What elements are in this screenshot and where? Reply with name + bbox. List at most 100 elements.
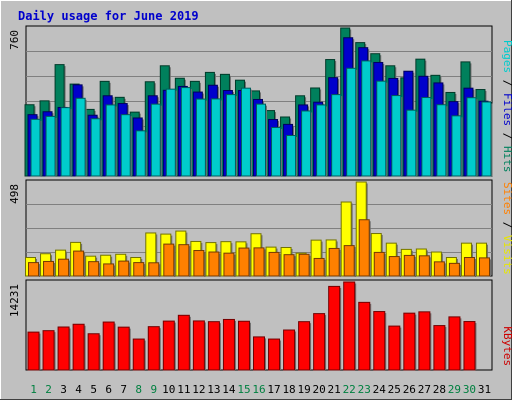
- axis-label-segment: KBytes: [501, 326, 512, 366]
- bar-kbytes-day-17: [268, 338, 281, 371]
- bar-kbytes-day-26: [403, 312, 416, 371]
- bar-pages-day-7: [120, 114, 131, 177]
- bar-sites-day-29: [448, 262, 460, 277]
- bar-sites-day-31: [478, 257, 490, 277]
- x-tick-label: 26: [403, 383, 416, 396]
- bar-pages-day-3: [60, 107, 71, 177]
- axis-label-segment: /: [501, 73, 512, 93]
- x-tick-label: 17: [267, 383, 280, 396]
- bar-pages-day-8: [135, 130, 146, 177]
- x-tick-label: 20: [313, 383, 326, 396]
- axis-label-visits: Sites / Visits: [501, 182, 512, 275]
- bar-pages-day-29: [451, 115, 462, 177]
- x-tick-label: 8: [135, 383, 142, 396]
- bar-sites-day-2: [43, 260, 55, 277]
- bar-sites-day-25: [388, 256, 400, 277]
- bar-kbytes-day-24: [373, 311, 386, 371]
- x-tick-label: 30: [463, 383, 476, 396]
- series-sites: [28, 219, 491, 277]
- bar-pages-day-11: [180, 87, 191, 177]
- axis-label-segment: Files: [501, 93, 512, 126]
- bar-sites-day-28: [433, 261, 445, 277]
- bar-kbytes-day-7: [117, 326, 130, 371]
- axis-label-segment: /: [501, 215, 512, 235]
- chart-panels: 760 Pages / Files / Hits 498 Sites / Visits…: [8, 25, 512, 371]
- bar-sites-day-27: [418, 255, 430, 277]
- x-tick-label: 29: [448, 383, 461, 396]
- bar-kbytes-day-21: [328, 285, 341, 371]
- bar-pages-day-17: [271, 127, 282, 177]
- x-tick-label: 28: [433, 383, 446, 396]
- panel-hits: 760 Pages / Files / Hits: [8, 25, 512, 177]
- bar-sites-day-24: [373, 251, 385, 277]
- bar-kbytes-day-16: [253, 336, 265, 371]
- bar-kbytes-day-11: [177, 314, 190, 371]
- y-max-label-hits: 760: [8, 30, 21, 50]
- bar-kbytes-day-13: [207, 321, 220, 371]
- bar-sites-day-17: [268, 251, 280, 277]
- panel-kbytes: 14231 KBytes: [8, 279, 512, 371]
- x-tick-label: 2: [45, 383, 52, 396]
- bar-pages-day-13: [210, 98, 221, 177]
- bar-pages-day-25: [391, 95, 402, 177]
- bar-sites-day-23: [358, 219, 370, 277]
- bar-pages-day-2: [45, 115, 56, 177]
- bar-sites-day-6: [103, 263, 115, 277]
- bar-pages-day-27: [421, 97, 432, 177]
- bar-kbytes-day-14: [222, 318, 235, 371]
- bar-pages-day-20: [316, 104, 327, 177]
- x-tick-label: 13: [207, 383, 220, 396]
- bar-kbytes-day-28: [433, 325, 446, 371]
- bar-kbytes-day-20: [313, 313, 326, 371]
- bar-sites-day-15: [238, 247, 250, 277]
- bar-sites-day-4: [73, 250, 85, 277]
- axis-label-segment: /: [501, 126, 512, 146]
- axis-label-segment: Visits: [501, 235, 512, 275]
- bar-pages-day-18: [286, 134, 297, 177]
- bar-kbytes-day-5: [87, 333, 100, 371]
- x-axis-labels: 1 2 3 4 5 6 7 8 9 10 11 12 13 14 15 16 17 18 19 20 21 22 23 24 2…: [30, 383, 491, 396]
- x-tick-label: 3: [60, 383, 67, 396]
- bar-sites-day-16: [253, 247, 265, 277]
- bar-pages-day-1: [30, 118, 41, 177]
- bar-kbytes-day-29: [448, 316, 461, 371]
- bar-kbytes-day-4: [72, 323, 85, 371]
- bar-kbytes-day-18: [283, 329, 296, 371]
- x-tick-label: 31: [478, 383, 491, 396]
- bar-pages-day-19: [301, 110, 312, 177]
- x-tick-label: 23: [358, 383, 371, 396]
- chart-title: Daily usage for June 2019: [18, 9, 199, 23]
- bar-sites-day-13: [208, 251, 220, 277]
- x-tick-label: 24: [373, 383, 387, 396]
- bar-pages-day-5: [90, 118, 101, 177]
- bar-pages-day-22: [346, 67, 357, 177]
- bar-sites-day-19: [298, 253, 310, 277]
- bar-pages-day-28: [436, 104, 447, 177]
- axis-label-hits: Pages / Files / Hits: [501, 40, 512, 173]
- bar-kbytes-day-10: [162, 320, 175, 371]
- bar-pages-day-6: [105, 104, 116, 177]
- bar-sites-day-7: [118, 260, 130, 277]
- x-tick-label: 19: [297, 383, 310, 396]
- x-tick-label: 18: [282, 383, 295, 396]
- bar-sites-day-11: [178, 244, 190, 277]
- bar-kbytes-day-2: [42, 330, 55, 371]
- bar-pages-day-4: [75, 97, 86, 177]
- bar-pages-day-21: [331, 94, 342, 177]
- axis-label-segment: Sites: [501, 182, 512, 215]
- bar-sites-day-14: [223, 252, 235, 277]
- bar-pages-day-14: [225, 94, 236, 177]
- bar-kbytes-day-27: [418, 311, 431, 371]
- x-tick-label: 11: [177, 383, 190, 396]
- bar-kbytes-day-1: [27, 331, 40, 371]
- bar-sites-day-1: [28, 262, 40, 277]
- bar-kbytes-day-9: [147, 326, 160, 371]
- x-tick-label: 16: [252, 383, 265, 396]
- x-tick-label: 4: [75, 383, 82, 396]
- bar-sites-day-30: [463, 257, 475, 277]
- x-tick-label: 10: [162, 383, 175, 396]
- axis-label-segment: Pages: [501, 40, 512, 73]
- bar-sites-day-8: [133, 262, 145, 277]
- bar-sites-day-26: [403, 254, 415, 277]
- bar-pages-day-12: [195, 98, 206, 177]
